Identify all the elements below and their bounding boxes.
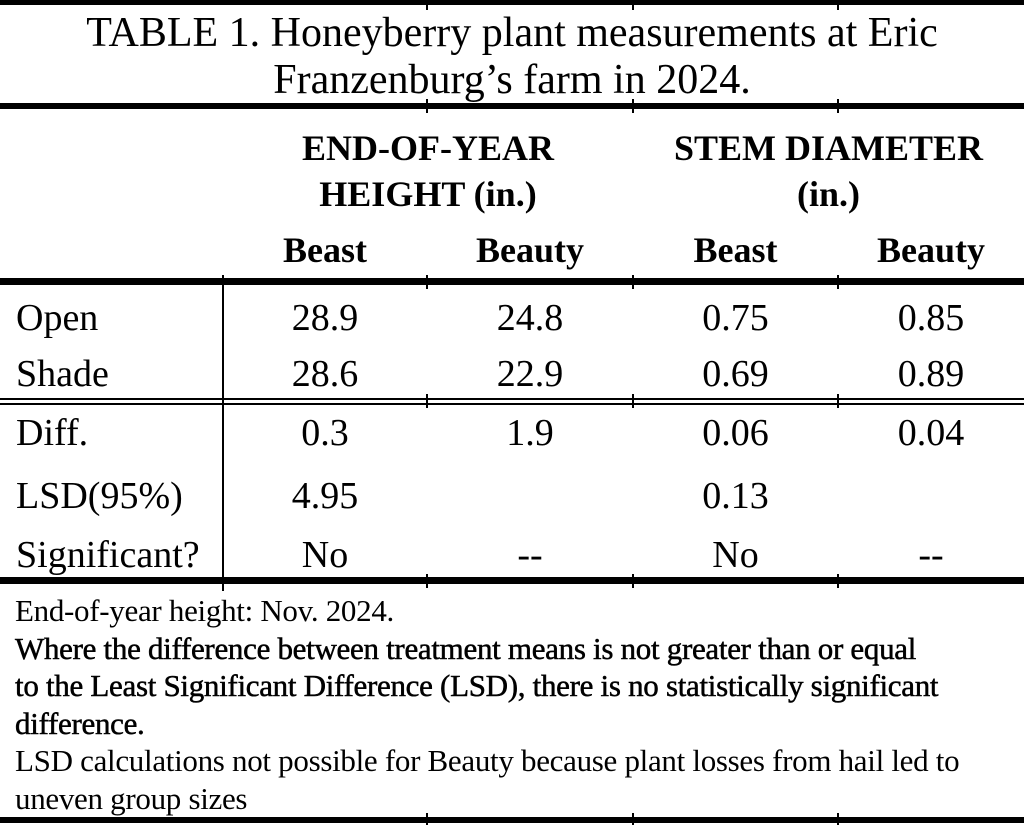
note-line: Where the difference between treatment m…: [15, 630, 917, 666]
data-cell: 0.13: [702, 475, 769, 517]
data-cell: No: [301, 534, 349, 576]
column-boundary-tick: [426, 394, 428, 408]
column-boundary-tick: [426, 274, 428, 289]
table-title: TABLE 1. Honeyberry plant measurements a…: [0, 10, 1024, 104]
note-line: uneven group sizes: [15, 780, 248, 816]
sub-header-row: Beast Beauty Beast Beauty: [0, 226, 1024, 274]
column-group-header-diameter: STEM DIAMETER (in.): [673, 128, 984, 214]
table-row-diff: Diff. 0.3 1.9 0.06 0.04: [0, 407, 1024, 459]
data-cell: 0.75: [702, 297, 769, 339]
table-footnotes: End-of-year height: Nov. 2024. Where the…: [15, 592, 1019, 817]
column-boundary-tick: [837, 394, 839, 408]
column-boundary-tick: [837, 0, 839, 10]
column-boundary-tick: [632, 394, 634, 408]
row-label: Diff.: [16, 412, 89, 454]
column-boundary-tick: [632, 274, 634, 289]
note-line: End-of-year height: Nov. 2024.: [15, 593, 394, 628]
row-label: Significant?: [16, 534, 200, 576]
row-label: Shade: [16, 353, 109, 395]
column-boundary-tick: [632, 99, 634, 113]
footer-separator-rule: [0, 577, 1024, 584]
column-boundary-tick: [632, 573, 634, 588]
data-cell: 0.89: [897, 353, 965, 395]
table-row-open: Open 28.9 24.8 0.75 0.85: [0, 292, 1024, 344]
data-cell: 0.04: [897, 412, 965, 454]
data-cell: 0.06: [702, 412, 769, 454]
data-cell: No: [712, 534, 759, 576]
row-label: Open: [16, 297, 99, 339]
data-cell: 28.9: [291, 297, 359, 339]
data-cell: --: [517, 534, 543, 576]
column-boundary-tick: [632, 813, 634, 825]
column-boundary-tick: [837, 813, 839, 825]
double-rule-bottom: [0, 403, 1024, 405]
header-separator-rule: [0, 278, 1024, 285]
data-cell: 0.85: [897, 297, 965, 339]
note-line: to the Least Significant Difference (LSD…: [15, 668, 939, 703]
column-boundary-tick: [837, 573, 839, 588]
table-title-line-2: Franzenburg’s farm in 2024.: [273, 57, 751, 103]
label-column-divider: [222, 275, 224, 591]
table-title-line-1: TABLE 1. Honeyberry plant measurements a…: [86, 10, 938, 56]
subheader-height-beauty: Beauty: [476, 230, 584, 270]
data-cell: 0.3: [301, 412, 349, 454]
title-separator-rule: [0, 103, 1024, 109]
data-cell: 22.9: [496, 353, 564, 395]
subheader-height-beast: Beast: [283, 230, 367, 270]
column-group-header-height: END-OF-YEAR HEIGHT (in.): [302, 128, 554, 214]
subheader-diameter-beauty: Beauty: [877, 230, 985, 270]
bottom-border-rule: [0, 817, 1024, 823]
column-group-header-row: END-OF-YEAR HEIGHT (in.) STEM DIAMETER (…: [0, 112, 1024, 230]
data-cell: 1.9: [506, 412, 554, 454]
table-row-shade: Shade 28.6 22.9 0.69 0.89: [0, 348, 1024, 400]
top-border-rule: [0, 0, 1024, 5]
data-cell: 24.8: [496, 297, 564, 339]
data-cell: 28.6: [291, 353, 359, 395]
double-rule-top: [0, 398, 1024, 400]
data-cell: 0.69: [702, 353, 769, 395]
table-row-lsd: LSD(95%) 4.95 0.13: [0, 470, 1024, 522]
table-row-significant: Significant? No -- No --: [0, 529, 1024, 581]
column-boundary-tick: [426, 0, 428, 10]
note-line: difference.: [15, 705, 145, 741]
column-boundary-tick: [632, 0, 634, 10]
column-boundary-tick: [426, 99, 428, 113]
column-boundary-tick: [426, 813, 428, 825]
column-boundary-tick: [426, 573, 428, 588]
row-label: LSD(95%): [16, 475, 183, 517]
column-boundary-tick: [837, 274, 839, 289]
data-cell: --: [918, 534, 944, 576]
data-cell: 4.95: [291, 475, 359, 517]
column-boundary-tick: [837, 99, 839, 113]
note-line: LSD calculations not possible for Beauty…: [15, 743, 960, 778]
subheader-diameter-beast: Beast: [693, 230, 778, 270]
